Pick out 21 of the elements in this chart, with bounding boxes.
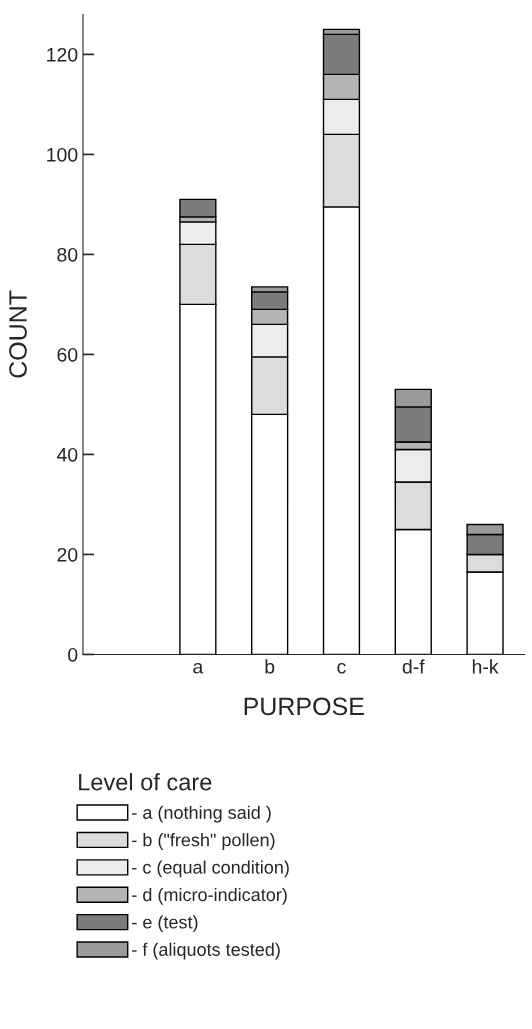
- y-tick-label: 120: [47, 47, 78, 62]
- x-tick-label: d-f: [402, 659, 425, 674]
- x-tick-label: c: [337, 662, 346, 674]
- y-tick-label: 100: [47, 147, 78, 162]
- legend-title: Level of care: [79, 773, 212, 791]
- legend-label: - d (micro-indicator): [132, 887, 287, 905]
- legend-label: - b ("fresh" pollen): [132, 833, 275, 850]
- y-axis-title: COUNT: [9, 290, 27, 378]
- legend-label: - c (equal condition): [132, 860, 289, 878]
- legend-label: - a (nothing said ): [132, 805, 271, 823]
- x-axis-title: PURPOSE: [244, 697, 364, 716]
- legend-label: - f (aliquots tested): [132, 942, 280, 960]
- x-tick-label: a: [193, 662, 204, 674]
- y-tick-label: 40: [56, 447, 78, 462]
- x-tick-label: b: [265, 659, 275, 674]
- legend-label: - e (test): [132, 915, 198, 933]
- y-tick-label: 20: [57, 547, 78, 562]
- y-tick-label: 0: [68, 647, 78, 662]
- y-tick-label: 60: [57, 347, 78, 362]
- x-tick-label: h-k: [472, 659, 499, 674]
- y-tick-label: 80: [57, 247, 78, 262]
